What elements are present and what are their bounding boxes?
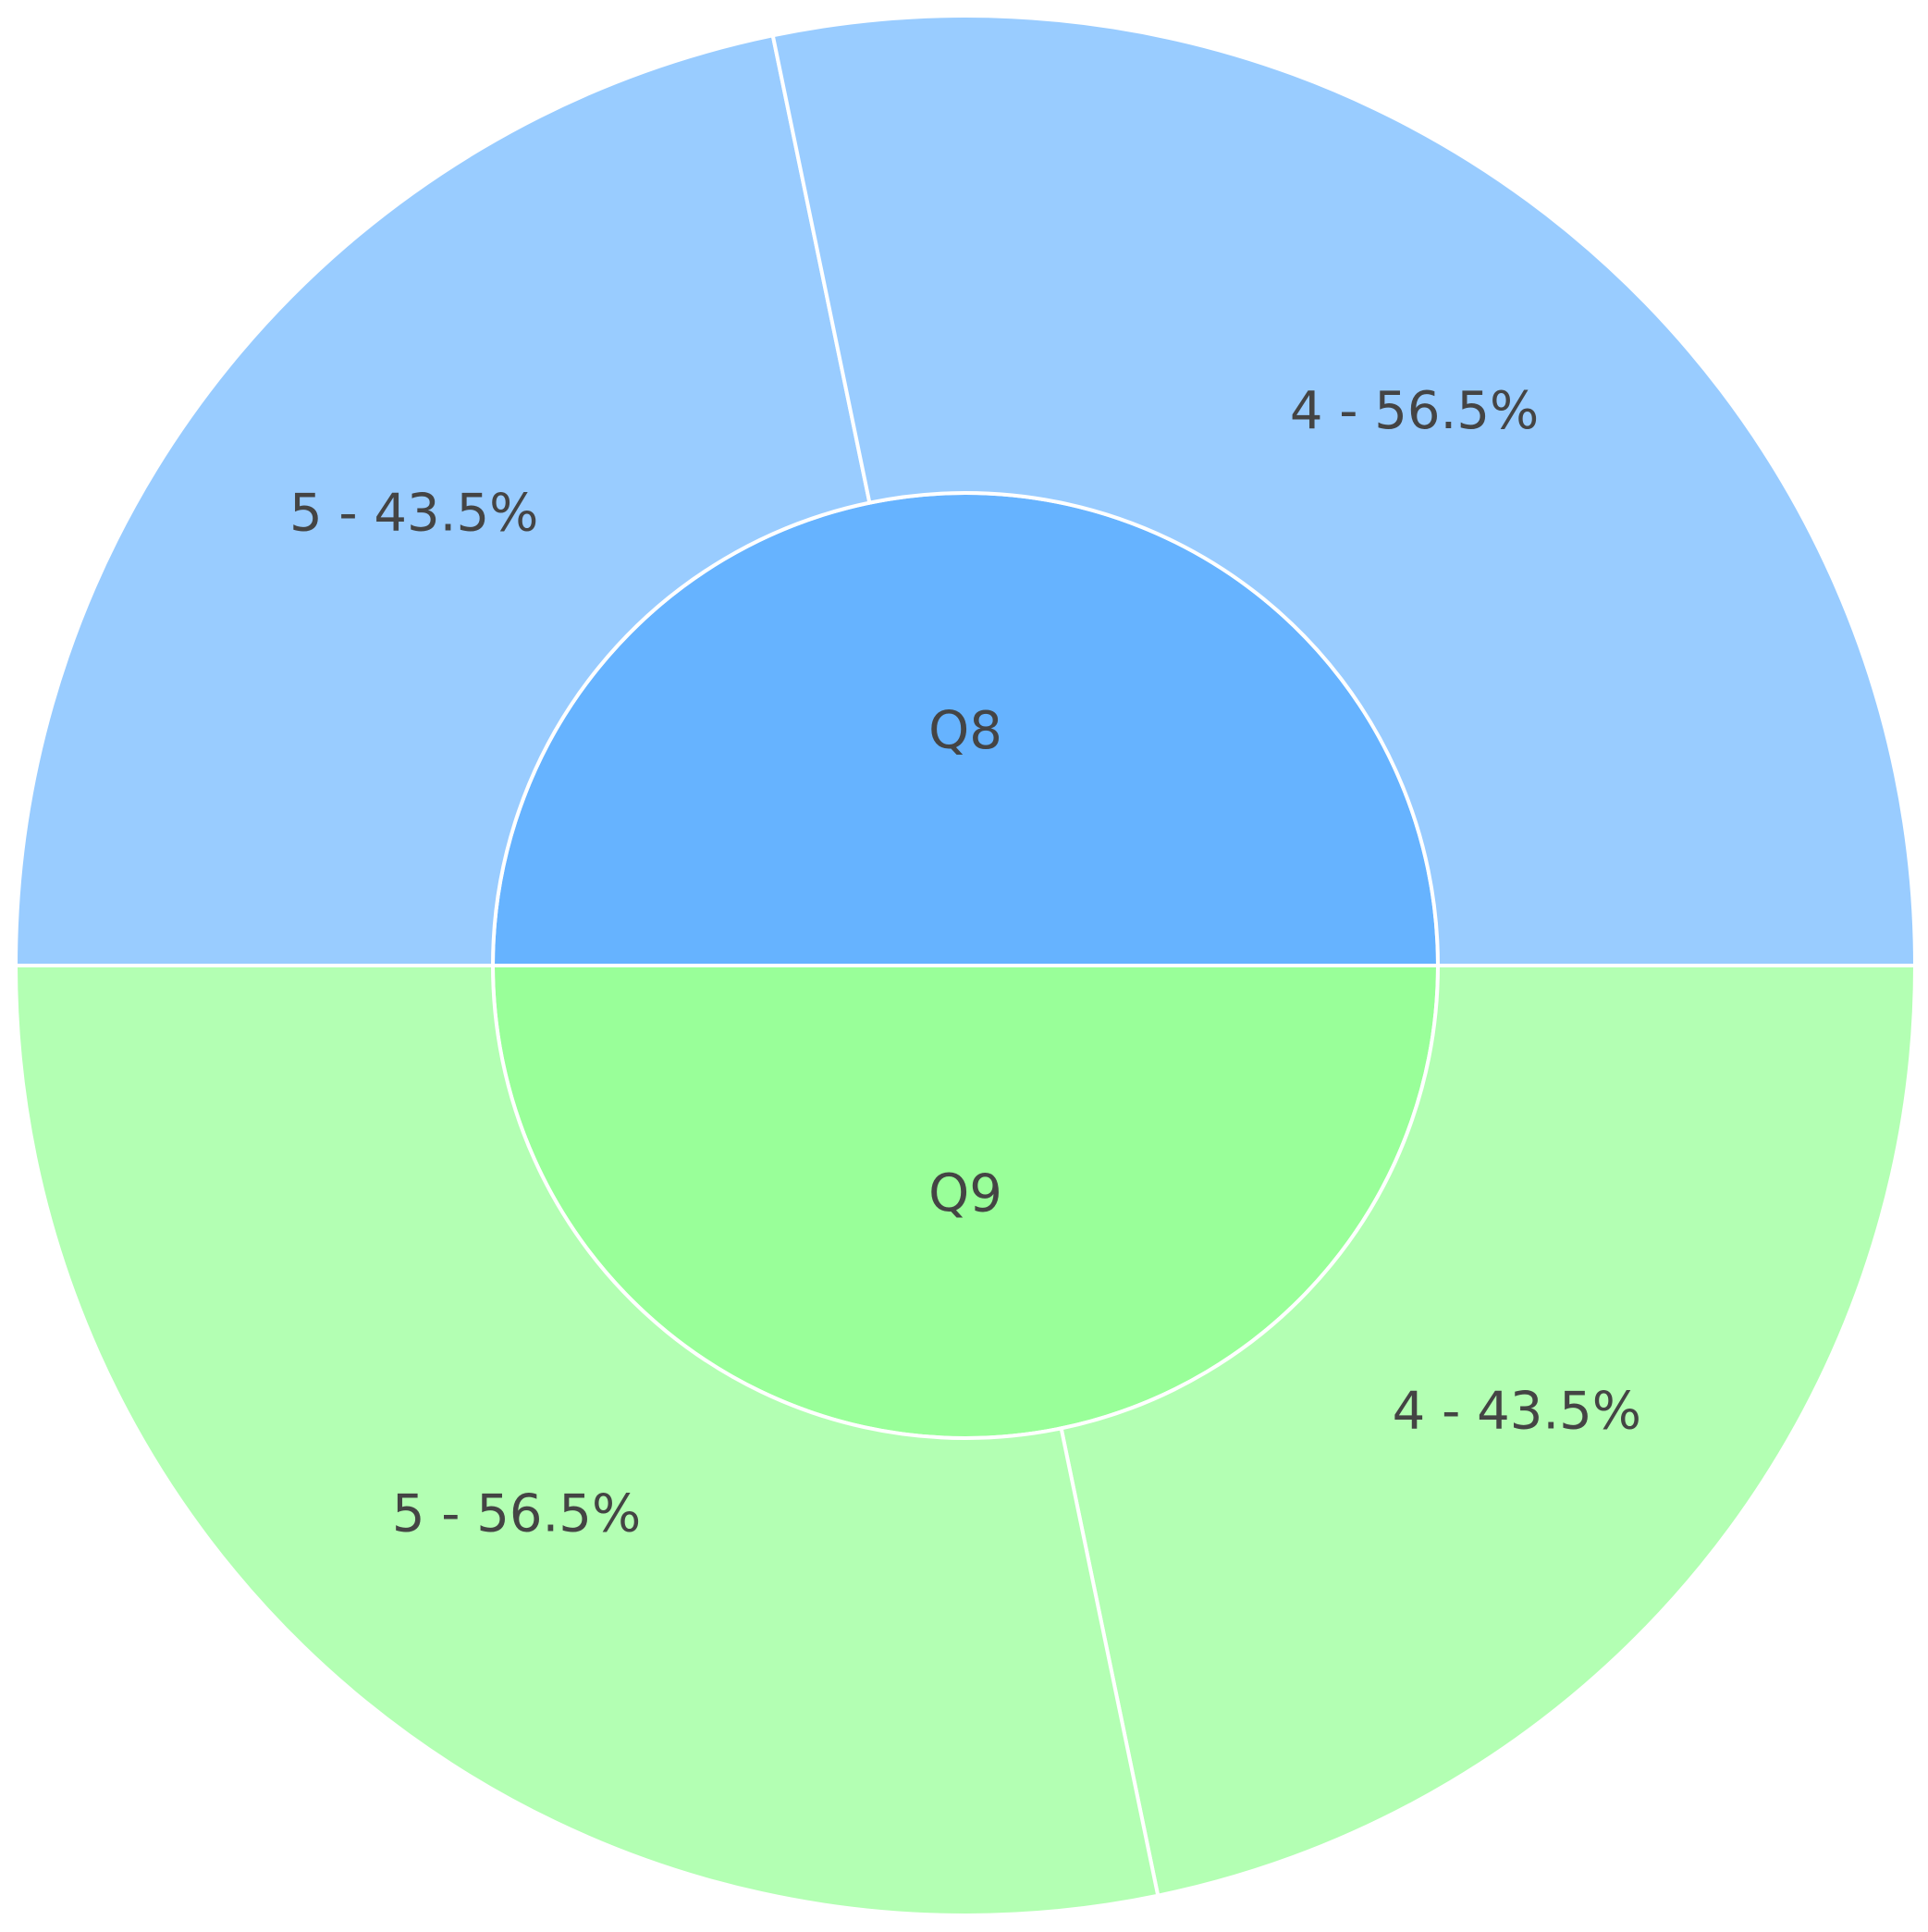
outer-label: 4 - 56.5% (1290, 381, 1539, 441)
outer-label: 5 - 56.5% (392, 1483, 641, 1544)
inner-label: Q8 (928, 701, 1002, 761)
outer-label: 4 - 43.5% (1393, 1382, 1641, 1442)
outer-segment (1059, 964, 1918, 1899)
inner-label: Q9 (928, 1164, 1002, 1224)
outer-label: 5 - 43.5% (289, 484, 538, 544)
outer-segment (13, 32, 872, 967)
outer-segment (770, 14, 1918, 967)
outer-segment (13, 964, 1160, 1917)
